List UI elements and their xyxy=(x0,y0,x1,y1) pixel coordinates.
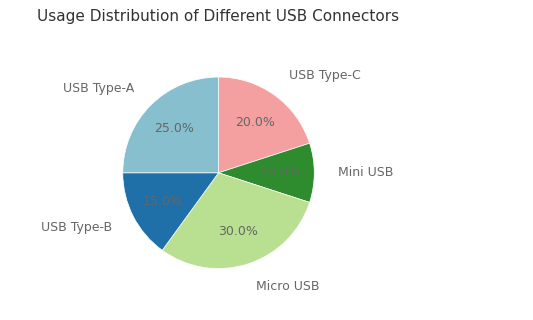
Text: 15.0%: 15.0% xyxy=(143,195,183,208)
Text: Micro USB: Micro USB xyxy=(255,280,319,293)
Wedge shape xyxy=(162,173,310,268)
Text: 20.0%: 20.0% xyxy=(235,116,275,129)
Text: USB Type-B: USB Type-B xyxy=(41,220,112,234)
Text: USB Type-A: USB Type-A xyxy=(63,82,134,95)
Text: 30.0%: 30.0% xyxy=(218,226,257,238)
Wedge shape xyxy=(219,77,310,173)
Text: 10.0%: 10.0% xyxy=(261,166,301,179)
Text: 25.0%: 25.0% xyxy=(155,122,195,135)
Wedge shape xyxy=(219,143,314,202)
Text: USB Type-C: USB Type-C xyxy=(289,69,361,83)
Wedge shape xyxy=(123,173,219,250)
Text: Mini USB: Mini USB xyxy=(338,166,393,179)
Title: Usage Distribution of Different USB Connectors: Usage Distribution of Different USB Conn… xyxy=(37,9,400,24)
Wedge shape xyxy=(123,77,219,173)
